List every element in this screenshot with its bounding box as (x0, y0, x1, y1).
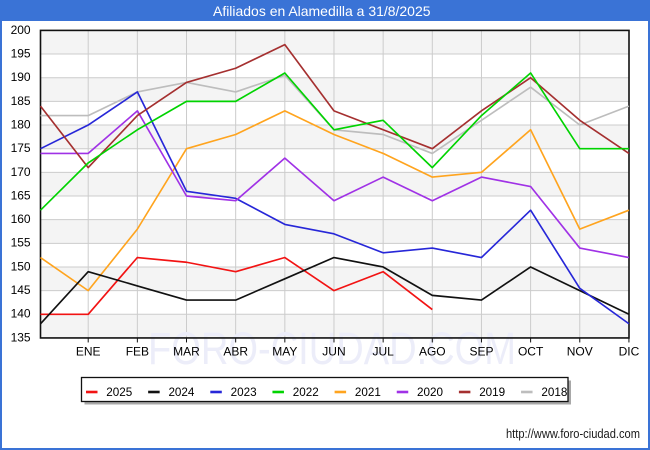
svg-text:150: 150 (11, 259, 31, 273)
svg-text:155: 155 (11, 236, 31, 250)
svg-text:2023: 2023 (231, 385, 257, 399)
svg-text:175: 175 (11, 141, 31, 155)
svg-text:190: 190 (11, 70, 31, 84)
svg-text:2021: 2021 (355, 385, 381, 399)
svg-text:145: 145 (11, 283, 31, 297)
svg-text:2020: 2020 (417, 385, 443, 399)
svg-text:180: 180 (11, 117, 31, 131)
svg-text:NOV: NOV (567, 344, 593, 358)
svg-text:OCT: OCT (518, 344, 544, 358)
svg-text:2025: 2025 (106, 385, 132, 399)
svg-text:160: 160 (11, 212, 31, 226)
svg-text:JUL: JUL (372, 344, 394, 358)
svg-text:2018: 2018 (541, 385, 567, 399)
svg-text:ABR: ABR (223, 344, 248, 358)
svg-text:195: 195 (11, 46, 31, 60)
svg-text:http://www.foro-ciudad.com: http://www.foro-ciudad.com (506, 427, 640, 441)
svg-text:JUN: JUN (322, 344, 345, 358)
svg-text:140: 140 (11, 307, 31, 321)
svg-text:200: 200 (11, 23, 31, 37)
svg-text:170: 170 (11, 165, 31, 179)
svg-text:MAY: MAY (272, 344, 297, 358)
svg-text:FORO-CIUDAD.COM: FORO-CIUDAD.COM (148, 323, 516, 374)
svg-text:MAR: MAR (173, 344, 200, 358)
svg-text:2019: 2019 (479, 385, 505, 399)
svg-text:135: 135 (11, 330, 31, 344)
svg-text:FEB: FEB (126, 344, 149, 358)
svg-text:AGO: AGO (419, 344, 446, 358)
svg-text:185: 185 (11, 94, 31, 108)
svg-text:ENE: ENE (76, 344, 101, 358)
svg-text:2024: 2024 (168, 385, 194, 399)
svg-text:Afiliados en Alamedilla a 31/8: Afiliados en Alamedilla a 31/8/2025 (213, 3, 431, 19)
svg-text:2022: 2022 (293, 385, 319, 399)
svg-text:165: 165 (11, 188, 31, 202)
svg-text:SEP: SEP (469, 344, 493, 358)
svg-text:DIC: DIC (619, 344, 640, 358)
